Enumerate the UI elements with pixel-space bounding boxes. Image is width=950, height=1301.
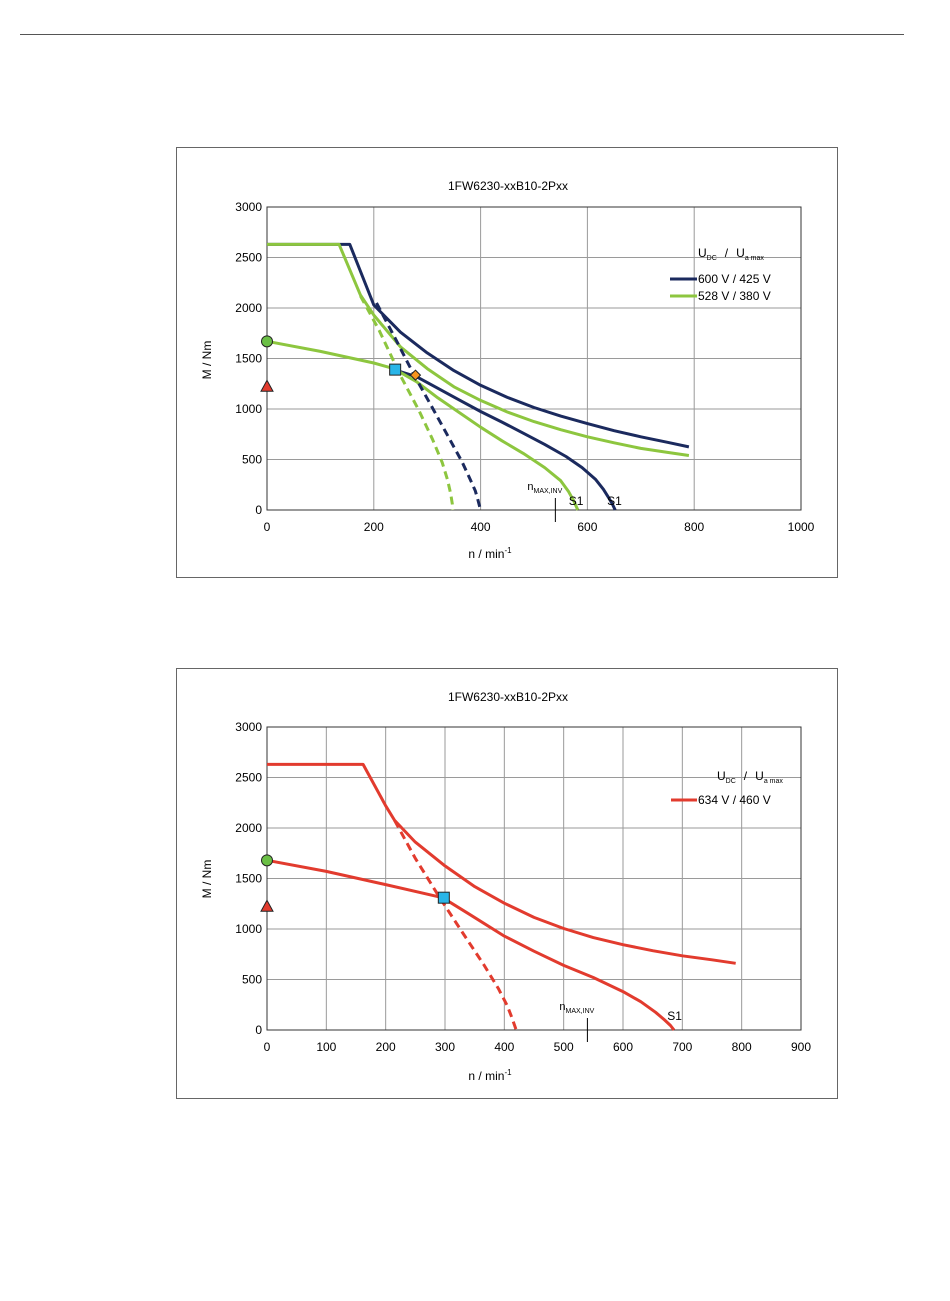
series-lines (266, 762, 736, 1031)
x-tick-label: 800 (732, 1040, 752, 1054)
legend: UDC / Ua max 600 V / 425 V 528 V / 380 V (670, 246, 771, 303)
legend-header-dc: DC (726, 778, 736, 785)
legend-header-slash: / (744, 769, 748, 783)
nmax-label: nMAX,INV (559, 1001, 594, 1015)
x-axis-label-text: n / min (468, 547, 504, 561)
y-tick-label: 2500 (235, 771, 262, 785)
chart-2-svg: 1FW6230-xxB10-2Pxx M / Nm n / min-1 0 100… (200, 690, 811, 1083)
x-tick-label: 0 (264, 1040, 271, 1054)
markers (260, 335, 422, 392)
y-tick-label: 3000 (235, 720, 262, 734)
x-axis-label: n / min-1 (468, 546, 512, 561)
nmax-label-sub: MAX,INV (533, 488, 562, 495)
legend-header-dc: DC (707, 255, 717, 262)
y-tick-label: 1000 (235, 922, 262, 936)
series-line-4 (266, 339, 580, 511)
y-tick-label: 0 (255, 1023, 262, 1037)
x-tick-label: 400 (471, 520, 491, 534)
x-tick-label: 600 (577, 520, 597, 534)
legend-header-u: U (717, 769, 726, 783)
series-line-3 (393, 368, 617, 511)
y-tick-label: 1000 (235, 402, 262, 416)
y-tick-label: 2000 (235, 821, 262, 835)
series-line-6 (359, 295, 455, 511)
y-tick-label: 2000 (235, 301, 262, 315)
nmax-label: nMAX,INV (527, 481, 562, 495)
legend-entry-2: 528 V / 380 V (698, 289, 771, 303)
header-rule (20, 34, 904, 35)
x-tick-label: 100 (316, 1040, 336, 1054)
legend-header-amax: a max (764, 778, 784, 785)
series-lines (266, 242, 690, 511)
tick-labels: 0 200 400 600 800 1000 0 500 1000 1500 2000 2500 300… (235, 200, 814, 534)
marker-circle (261, 335, 273, 348)
x-tick-label: 400 (494, 1040, 514, 1054)
annotations: nMAX,INV S1 S1 (527, 481, 622, 522)
s1-label: S1 (607, 494, 622, 508)
y-tick-label: 2500 (235, 251, 262, 265)
legend-header-amax: a max (745, 255, 765, 262)
chart-title: 1FW6230-xxB10-2Pxx (448, 179, 568, 193)
plot-border (266, 206, 802, 511)
x-axis-label-sup: -1 (504, 1068, 512, 1077)
marker-square (389, 363, 402, 376)
tick-labels: 0 100 200 300 400 500 600 700 800 900 0 500 1000 1500… (235, 720, 811, 1054)
chart-title: 1FW6230-xxB10-2Pxx (448, 690, 568, 704)
series-line-3 (393, 819, 518, 1031)
legend-header-ua: U (736, 246, 745, 260)
legend-header: UDC / Ua max (717, 769, 783, 785)
x-axis-label-sup: -1 (504, 546, 512, 555)
chart-1-svg: 1FW6230-xxB10-2Pxx M / Nm n / min-1 0 200… (200, 179, 815, 561)
nmax-label-n: n (559, 1001, 565, 1013)
marker-diamond (409, 369, 422, 381)
x-tick-label: 200 (376, 1040, 396, 1054)
plot-border (266, 726, 802, 1031)
y-axis-label: M / Nm (200, 341, 214, 380)
series-line-2 (267, 242, 690, 457)
series-line-1 (267, 762, 736, 965)
x-axis-label-text: n / min (468, 1069, 504, 1083)
chart-1-frame: 1FW6230-xxB10-2Pxx M / Nm n / min-1 0 200… (176, 147, 838, 578)
nmax-label-sub: MAX,INV (566, 1008, 595, 1015)
legend-entry-1: 600 V / 425 V (698, 272, 771, 286)
x-axis-label: n / min-1 (468, 1068, 512, 1083)
series-line-2 (266, 858, 676, 1031)
y-axis-label: M / Nm (200, 860, 214, 899)
x-tick-label: 300 (435, 1040, 455, 1054)
y-tick-label: 3000 (235, 200, 262, 214)
x-tick-label: 900 (791, 1040, 811, 1054)
x-tick-label: 1000 (788, 520, 815, 534)
s1-label: S1 (569, 494, 584, 508)
y-tick-label: 1500 (235, 352, 262, 366)
x-tick-label: 200 (364, 520, 384, 534)
legend-header-slash: / (725, 246, 729, 260)
y-tick-label: 1500 (235, 872, 262, 886)
marker-triangle (260, 899, 274, 912)
s1-label: S1 (667, 1009, 682, 1023)
series-line-1 (267, 242, 690, 449)
legend: UDC / Ua max 634 V / 460 V (671, 769, 783, 807)
markers (260, 854, 450, 912)
nmax-label-n: n (527, 481, 533, 493)
x-tick-label: 500 (554, 1040, 574, 1054)
x-tick-label: 600 (613, 1040, 633, 1054)
legend-header-u: U (698, 246, 707, 260)
marker-triangle (260, 379, 274, 392)
marker-circle (261, 854, 273, 867)
series-line-5 (375, 302, 483, 511)
y-tick-label: 500 (242, 973, 262, 987)
legend-entry-1: 634 V / 460 V (698, 793, 771, 807)
marker-square (437, 891, 450, 904)
y-tick-label: 500 (242, 453, 262, 467)
x-tick-label: 700 (672, 1040, 692, 1054)
legend-header-ua: U (755, 769, 764, 783)
legend-header: UDC / Ua max (698, 246, 764, 262)
x-tick-label: 0 (264, 520, 271, 534)
chart-2-frame: 1FW6230-xxB10-2Pxx M / Nm n / min-1 0 100… (176, 668, 838, 1099)
x-tick-label: 800 (684, 520, 704, 534)
annotations: nMAX,INV S1 (559, 1001, 682, 1042)
y-tick-label: 0 (255, 503, 262, 517)
